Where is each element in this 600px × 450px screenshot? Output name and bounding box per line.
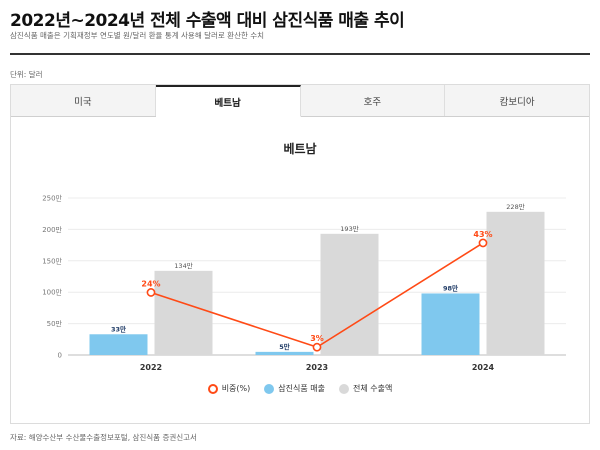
x-tick-label: 2022 [140, 363, 162, 372]
bar-sales [255, 351, 314, 355]
tab-cambodia[interactable]: 캄보디아 [499, 96, 535, 108]
tab-australia[interactable]: 호주 [301, 85, 446, 116]
bar-sales [89, 334, 148, 355]
ratio-point [146, 288, 156, 297]
legend-exports[interactable]: 전체 수출액 [338, 383, 393, 394]
title-divider [10, 53, 590, 55]
legend-ratio[interactable]: 비중(%) [207, 383, 251, 394]
chart-legend: 비중(%) 삼진식품 매출 전체 수출액 [11, 383, 589, 394]
tab-usa[interactable]: 미국 [11, 85, 156, 116]
bar-exports [486, 211, 545, 355]
bar-exports-label: 193만 [340, 224, 358, 233]
legend-sales-label: 삼진식품 매출 [278, 384, 325, 393]
ratio-point [312, 342, 322, 352]
bar-sales [421, 293, 480, 355]
y-tick-label: 0 [58, 352, 62, 360]
source-note: 자료: 해양수산부 수산물수출정보포털, 삼진식품 증권신고서 [10, 433, 197, 442]
y-tick-label: 150만 [42, 256, 62, 265]
ratio-label: 43% [473, 230, 492, 239]
chart-panel: 미국 베트남 호주 캄보디아 베트남 0 50만 100만 150만 200만 250만 3… [10, 84, 590, 424]
y-tick-label: 250만 [42, 194, 62, 203]
y-tick-label: 200만 [42, 225, 62, 234]
chart-title: 베트남 [283, 142, 317, 156]
ratio-label: 24% [141, 279, 160, 288]
bar-exports [320, 233, 379, 355]
legend-ratio-label: 비중(%) [221, 384, 251, 393]
ratio-label: 3% [310, 334, 324, 343]
x-tick-label: 2023 [306, 363, 328, 372]
y-tick-label: 50만 [47, 319, 63, 328]
bar-sales-label: 5만 [279, 342, 290, 351]
exports-swatch-icon [338, 383, 349, 394]
legend-sales[interactable]: 삼진식품 매출 [264, 383, 325, 394]
chart-area: 0 50만 100만 150만 200만 250만 33만 134만 2022 5만 193만 202… [42, 194, 566, 372]
legend-exports-label: 전체 수출액 [352, 384, 393, 393]
country-tabs: 미국 베트남 호주 캄보디아 [11, 85, 589, 117]
bar-exports-label: 134만 [174, 261, 192, 270]
bar-sales-label: 33만 [111, 324, 126, 333]
bar-exports-label: 228만 [506, 202, 524, 211]
unit-label: 단위: 달러 [10, 70, 43, 79]
tab-vietnam[interactable]: 베트남 [155, 85, 301, 117]
bar-sales-label: 98만 [443, 283, 458, 292]
ratio-point [478, 238, 488, 248]
sales-swatch-icon [264, 383, 275, 394]
ratio-swatch-icon [207, 383, 218, 394]
page-subtitle: 삼진식품 매출은 기획재정부 연도별 원/달러 환율 통계 사용해 달러로 환산… [10, 31, 265, 40]
page-title: 2022년~2024년 전체 수출액 대비 삼진식품 매출 추이 [10, 11, 405, 31]
y-tick-label: 100만 [42, 288, 62, 297]
bar-exports [154, 270, 213, 355]
x-tick-label: 2024 [472, 363, 495, 372]
